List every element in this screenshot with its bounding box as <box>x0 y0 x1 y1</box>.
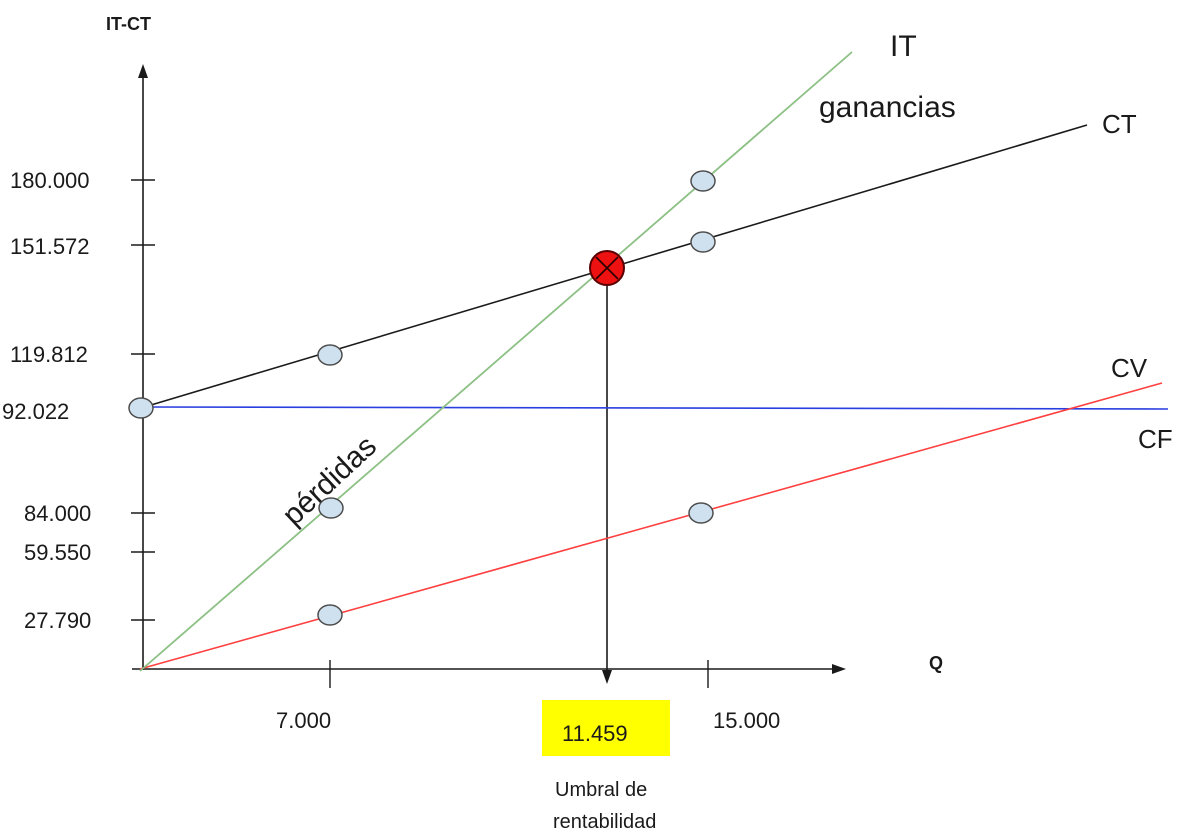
x-tick-labels: 7.000 15.000 <box>276 708 780 733</box>
y-tick-label: 84.000 <box>24 501 91 526</box>
point-it-15000 <box>690 170 716 192</box>
point-it-7000 <box>318 497 344 519</box>
y-tick-labels: 180.000 151.572 119.812 92.022 84.000 59… <box>2 168 91 633</box>
y-tick-label: 119.812 <box>10 342 88 367</box>
cf-label: CF <box>1138 424 1173 454</box>
cf-line <box>140 406 1169 410</box>
point-cv-7000 <box>317 604 343 626</box>
breakeven-caption-line1: Umbral de <box>555 779 647 801</box>
point-cv-15000 <box>688 502 714 524</box>
point-ct-15000 <box>690 231 716 253</box>
y-tick-label: 27.790 <box>24 608 91 633</box>
x-axis-arrow <box>832 664 846 674</box>
x-tick-marks <box>329 660 709 688</box>
breakeven-value: 11.459 <box>562 721 628 746</box>
breakeven-value-highlight <box>542 700 670 756</box>
profit-region-label: ganancias <box>819 91 956 124</box>
data-points <box>128 170 716 626</box>
cv-line <box>139 382 1163 670</box>
breakeven-caption-line2: rentabilidad <box>553 811 656 833</box>
cv-label: CV <box>1111 353 1148 383</box>
point-ct-7000 <box>317 344 343 366</box>
x-tick-label: 15.000 <box>713 708 780 733</box>
point-cf-origin <box>128 397 154 419</box>
breakeven-drop-arrow <box>602 670 612 684</box>
breakeven-marker <box>589 250 625 286</box>
x-axis-title: Q <box>929 653 943 673</box>
it-line <box>139 51 853 672</box>
y-tick-label: 92.022 <box>2 399 69 424</box>
y-tick-label: 59.550 <box>24 540 91 565</box>
y-axis-arrow <box>138 64 148 78</box>
y-tick-label: 151.572 <box>10 234 90 259</box>
axes <box>132 64 846 674</box>
y-tick-label: 180.000 <box>10 168 90 193</box>
y-tick-marks <box>131 179 155 621</box>
it-label: IT <box>890 30 917 63</box>
y-axis-title: IT-CT <box>106 14 151 34</box>
x-tick-label: 7.000 <box>276 708 331 733</box>
ct-label: CT <box>1102 109 1137 139</box>
